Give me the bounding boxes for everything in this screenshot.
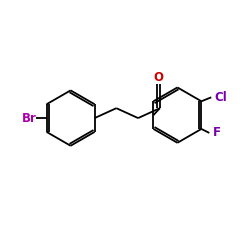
Text: O: O [154,71,164,84]
Text: F: F [213,126,221,140]
Text: Cl: Cl [215,91,228,104]
Text: Br: Br [22,112,36,124]
